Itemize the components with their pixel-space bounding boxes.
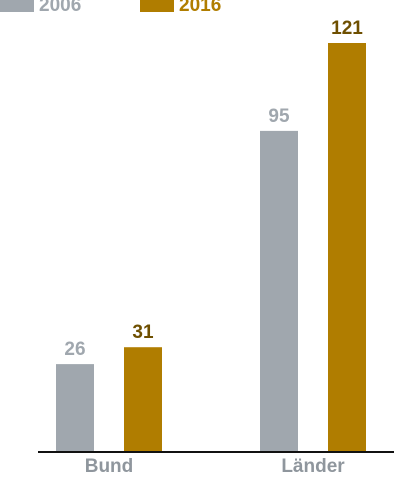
legend: 2006 2016 bbox=[0, 0, 221, 16]
value-labels-group: 26 31 95 121 bbox=[64, 18, 363, 360]
x-tick-labels-group: Bund Länder bbox=[85, 456, 346, 477]
bars-group bbox=[56, 43, 366, 453]
value-label-Bund-2016: 31 bbox=[132, 322, 154, 343]
value-label-Bund-2006: 26 bbox=[64, 339, 85, 360]
legend-swatch-2016 bbox=[140, 0, 174, 12]
bar-Bund-2016 bbox=[124, 347, 162, 452]
value-label-Länder-2006: 95 bbox=[268, 106, 290, 127]
bar-Länder-2006 bbox=[260, 130, 298, 453]
legend-label-2016: 2016 bbox=[179, 0, 221, 16]
x-tick-label-Bund: Bund bbox=[85, 456, 134, 476]
bar-Länder-2016 bbox=[328, 43, 366, 452]
legend-swatch-2006 bbox=[0, 0, 34, 12]
value-label-Länder-2016: 121 bbox=[331, 18, 363, 39]
legend-label-2006: 2006 bbox=[39, 0, 81, 16]
x-tick-label-Länder: Länder bbox=[281, 456, 345, 476]
bar-Bund-2006 bbox=[56, 364, 94, 452]
